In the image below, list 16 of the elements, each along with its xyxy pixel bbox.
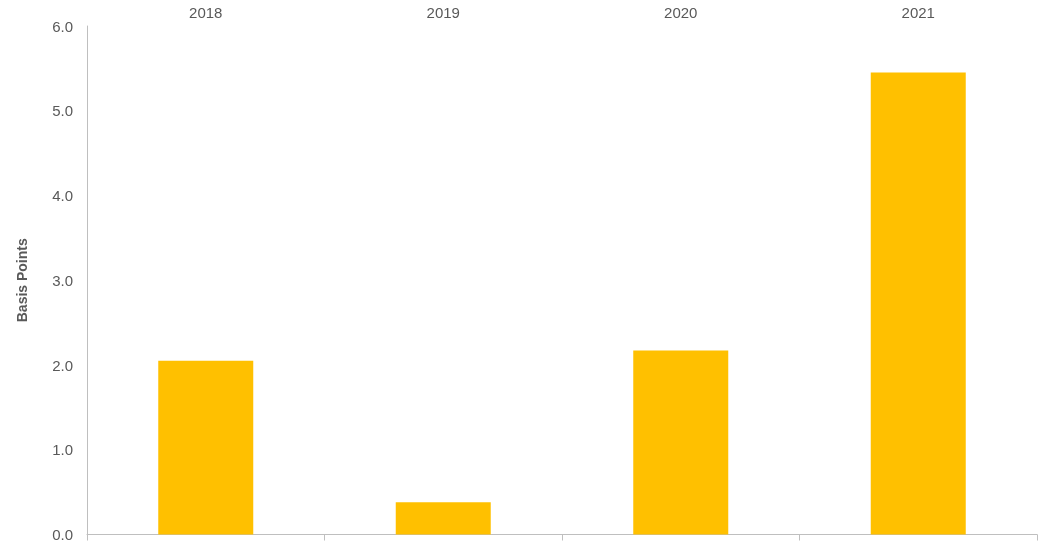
y-tick-label: 3.0 bbox=[52, 271, 73, 289]
x-tick-label: 2021 bbox=[901, 4, 935, 21]
y-tick-label: 0.0 bbox=[52, 526, 73, 542]
y-tick-label: 1.0 bbox=[52, 441, 73, 459]
y-tick-label: 2.0 bbox=[52, 356, 73, 374]
y-tick-label: 5.0 bbox=[52, 102, 73, 120]
x-tick-label: 2019 bbox=[426, 4, 460, 21]
x-tick-label: 2020 bbox=[664, 4, 698, 21]
bar bbox=[158, 360, 254, 535]
x-tick-label: 2018 bbox=[189, 4, 223, 21]
bar bbox=[395, 502, 491, 535]
y-tick-label: 4.0 bbox=[52, 187, 73, 204]
bar bbox=[633, 350, 729, 535]
bar bbox=[870, 72, 966, 535]
y-tick-label: 6.0 bbox=[52, 17, 73, 35]
y-axis-title: Basis Points bbox=[14, 238, 30, 323]
